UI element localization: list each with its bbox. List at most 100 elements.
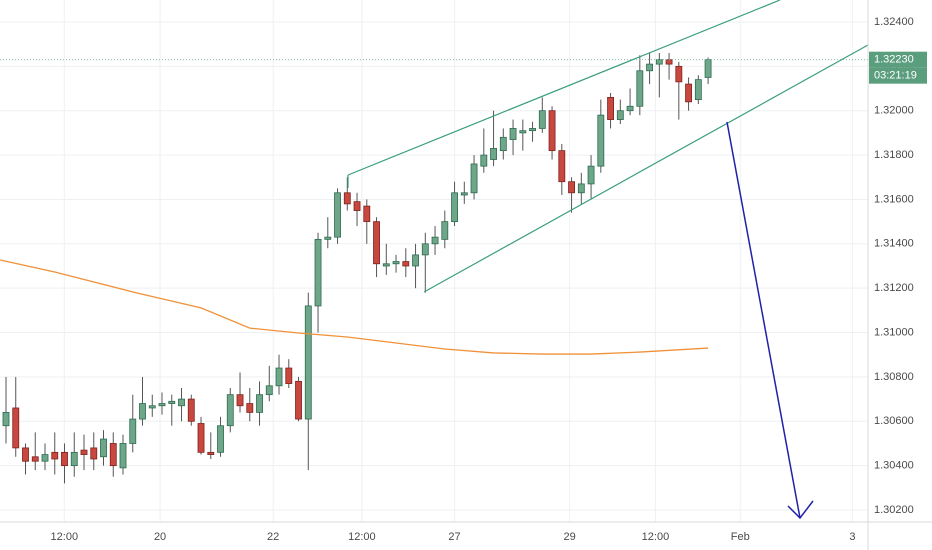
candle-body <box>607 96 614 120</box>
candle-body <box>343 192 351 205</box>
candle-body <box>626 105 634 112</box>
x-tick-label: 29 <box>563 531 575 543</box>
candle-body <box>353 201 361 211</box>
axes: 1.324001.322001.320001.318001.316001.314… <box>51 16 927 543</box>
y-tick-label: 1.32400 <box>874 16 914 28</box>
candle-body <box>421 243 429 256</box>
candle-body <box>207 451 215 455</box>
last-price-label: 1.32230 <box>874 54 914 66</box>
y-tick-label: 1.32000 <box>874 105 914 117</box>
candle-body <box>451 192 458 223</box>
candle-body <box>499 136 507 152</box>
candle-body <box>334 192 341 238</box>
candle-body <box>655 59 663 65</box>
candle-body <box>568 181 575 194</box>
y-tick-label: 1.30800 <box>874 371 914 383</box>
y-tick-label: 1.30400 <box>874 460 914 472</box>
countdown-box <box>869 67 927 84</box>
candle-body <box>119 443 127 469</box>
candle-body <box>392 261 400 265</box>
candle-body <box>373 221 380 265</box>
candle-body <box>285 367 293 384</box>
candle-body <box>256 394 263 413</box>
candle-body <box>90 447 98 460</box>
candle-body <box>51 451 59 460</box>
candle-body <box>646 63 653 72</box>
x-tick-label: 12:00 <box>642 531 670 543</box>
channel-upper <box>347 0 781 176</box>
channel-lower <box>423 44 869 293</box>
candle-body <box>675 65 683 83</box>
last-price-box <box>869 51 927 68</box>
candle-body <box>178 398 185 407</box>
x-tick-label: 3 <box>849 531 855 543</box>
candle-body <box>548 110 556 152</box>
candle-body <box>187 398 195 422</box>
candle-body <box>685 83 693 103</box>
candle-body <box>529 128 536 132</box>
drawings <box>347 0 869 520</box>
countdown-label: 03:21:19 <box>874 70 917 82</box>
x-tick-label: 12:00 <box>51 531 79 543</box>
y-tick-label: 1.31400 <box>874 238 914 250</box>
candle-body <box>480 154 488 167</box>
candle-body <box>538 110 546 129</box>
candle-body <box>412 254 419 267</box>
arrow-head <box>787 500 814 520</box>
candle-body <box>275 367 283 387</box>
x-tick-label: 27 <box>448 531 460 543</box>
candle-body <box>382 263 390 267</box>
marks <box>0 53 868 484</box>
candle-body <box>597 114 605 167</box>
y-tick-label: 1.31600 <box>874 193 914 205</box>
candle-body <box>246 403 254 413</box>
candle-body <box>431 236 439 245</box>
x-tick-label: 20 <box>154 531 166 543</box>
candle-body <box>197 423 205 453</box>
candle-body <box>2 412 10 427</box>
candle-body <box>704 59 712 78</box>
candle-body <box>314 238 322 307</box>
x-tick-label: 22 <box>267 531 279 543</box>
y-tick-label: 1.31800 <box>874 149 914 161</box>
candle-body <box>470 163 478 194</box>
candle-body <box>636 70 644 107</box>
candle-body <box>109 443 117 467</box>
x-tick-label: 12:00 <box>348 531 376 543</box>
candle-body <box>129 418 137 444</box>
moving-average <box>0 259 709 355</box>
candle-body <box>139 403 146 420</box>
candle-body <box>80 449 88 455</box>
candle-body <box>41 454 49 462</box>
candle-body <box>587 165 595 185</box>
y-tick-label: 1.30600 <box>874 415 914 427</box>
candle-body <box>22 447 29 462</box>
candle-body <box>324 236 332 240</box>
candle-body <box>577 183 585 194</box>
candle-body <box>265 385 273 396</box>
candle-body <box>402 261 410 267</box>
candle-body <box>304 305 312 420</box>
candle-body <box>168 400 176 404</box>
x-tick-label: Feb <box>731 531 750 543</box>
candle-body <box>158 403 166 407</box>
candle-body <box>70 451 78 467</box>
candle-body <box>558 150 566 183</box>
candle-body <box>441 221 449 240</box>
candle-body <box>31 456 39 462</box>
candle-body <box>460 192 468 196</box>
candle-body <box>148 405 156 409</box>
candle-body <box>490 148 497 160</box>
candle-body <box>217 425 224 453</box>
candle-body <box>226 394 234 427</box>
y-tick-label: 1.30200 <box>874 504 914 516</box>
candle-body <box>665 59 673 65</box>
candle-body <box>100 438 107 458</box>
candle-body <box>12 407 20 449</box>
y-tick-label: 1.31000 <box>874 326 914 338</box>
candle-body <box>694 79 702 101</box>
arrow-line <box>726 121 801 519</box>
candle-body <box>363 205 371 223</box>
